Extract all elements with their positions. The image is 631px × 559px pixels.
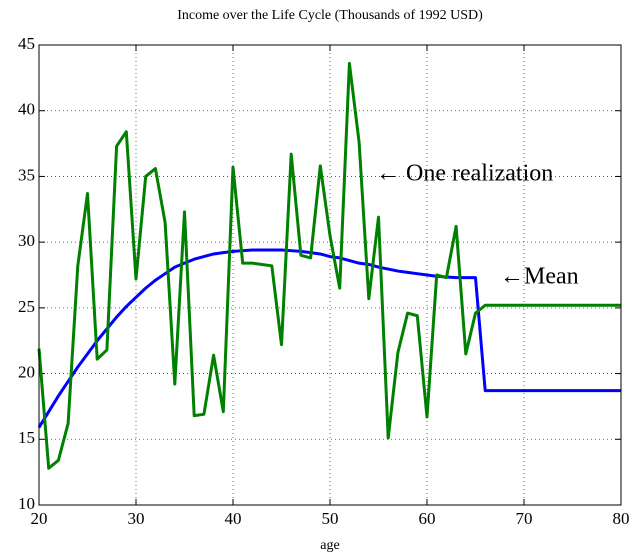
y-tick-label: 40 [18,100,35,119]
series-line [37,61,621,470]
plot-frame [38,44,622,506]
x-tick-label: 80 [613,509,630,528]
x-tick-label: 40 [225,509,242,528]
chart-title: Income over the Life Cycle (Thousands of… [177,8,483,23]
x-tick-label: 30 [128,509,145,528]
x-tick-label: 60 [419,509,436,528]
x-tick-label: 20 [31,509,48,528]
y-tick-label: 35 [18,165,35,184]
y-tick-label: 15 [18,428,35,447]
y-tick-label: 10 [18,494,35,513]
x-tick-label: 50 [322,509,339,528]
x-tick-label: 70 [516,509,533,528]
x-axis-label: age [320,538,339,553]
y-tick-label: 25 [18,297,35,316]
y-tick-label: 20 [18,362,35,381]
y-tick-label: 30 [18,231,35,250]
annotation: ←Mean [500,264,579,290]
series-line [37,248,621,429]
annotation: ← One realization [376,161,553,187]
y-tick-label: 45 [18,34,35,53]
